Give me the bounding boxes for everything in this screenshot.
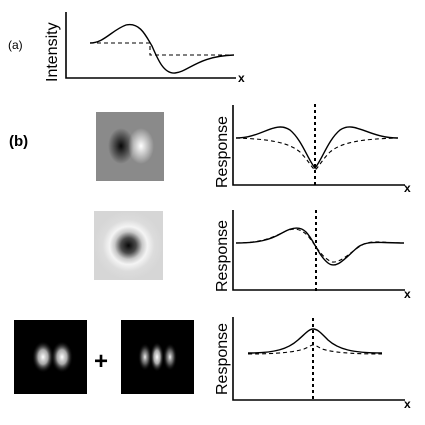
filter-energy-odd (121, 320, 194, 394)
plot-row3-ylabel: Response (214, 323, 231, 395)
edge-response-curve (89, 23, 235, 74)
panel-b-label: (b) (9, 133, 28, 150)
panel-a-xlabel: x (238, 71, 245, 85)
plus-sign: + (94, 348, 108, 375)
plot-row2-axes (232, 210, 405, 291)
panel-a-label: (a) (8, 38, 23, 52)
plot-row3-dashed-curve (247, 344, 383, 355)
plot-row2-xlabel: x (404, 287, 411, 301)
plot-row3-solid-curve (247, 328, 383, 354)
plot-row3: Response x (214, 317, 411, 411)
plot-row1-solid-curve (235, 126, 399, 170)
filter-center-surround (94, 211, 163, 280)
plot-row1-axes (232, 105, 405, 186)
plot-row1-xlabel: x (404, 181, 411, 195)
plot-row3-axes (232, 317, 405, 401)
filter-odd-symmetric (96, 112, 164, 181)
panel-a-ylabel: Intensity (44, 22, 61, 82)
plot-row2: Response x (214, 210, 411, 301)
plot-row2-dashed-curve (235, 228, 405, 263)
plot-row1-dashed-curve (235, 137, 399, 171)
plot-row3-xlabel: x (404, 397, 411, 411)
plot-row1-ylabel: Response (214, 116, 231, 188)
filter-energy-even (14, 320, 87, 394)
plot-row2-ylabel: Response (214, 220, 231, 292)
panel-a: (a) Intensity x (8, 12, 245, 85)
panel-a-axes (65, 12, 236, 79)
edge-step-curve (90, 42, 234, 56)
plot-row2-solid-curve (235, 227, 405, 266)
plot-row1: Response x (214, 104, 411, 195)
